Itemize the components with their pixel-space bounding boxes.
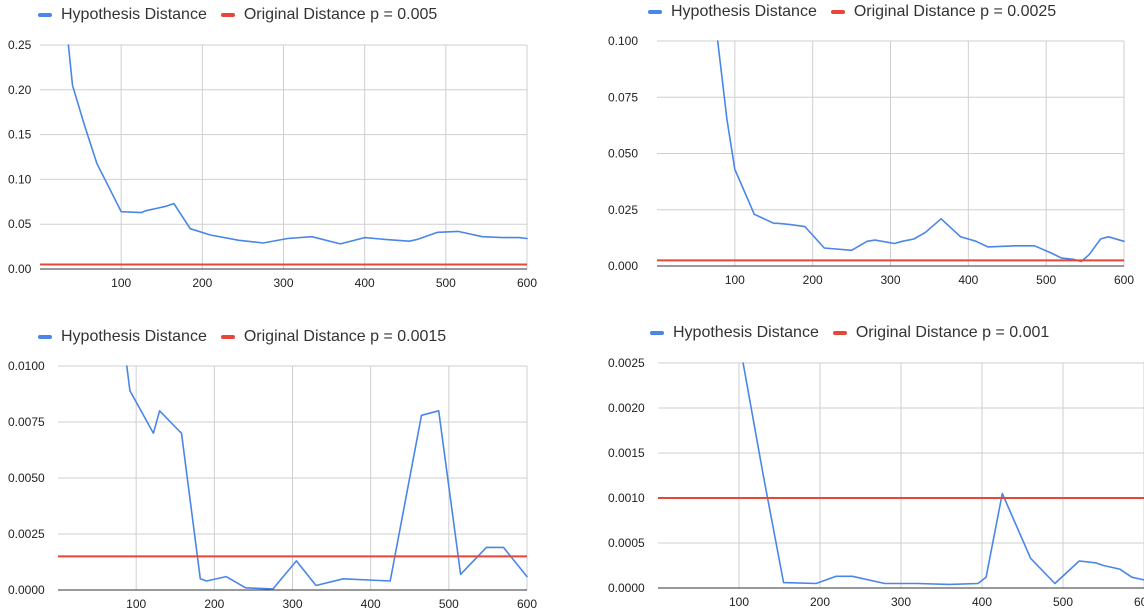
chart-1: Hypothesis Distance Original Distance p … [0, 0, 560, 300]
x-tick-label: 300 [891, 595, 911, 609]
x-tick-label: 200 [810, 595, 830, 609]
legend-item-hypothesis: Hypothesis Distance [38, 328, 207, 346]
x-tick-label: 100 [729, 595, 749, 609]
y-tick-label: 0.0000 [8, 583, 45, 597]
y-tick-label: 0.0025 [608, 356, 645, 370]
chart-2-plot: 100 200 300 400 500 600 0.000 0.025 0.050 0.075 0.… [608, 34, 1134, 287]
chart-1-plot: 100 200 300 400 500 600 0.00 0.05 0.10 0.15 0.20 0.… [8, 38, 537, 290]
x-tick-label: 400 [355, 276, 375, 290]
hypothesis-distance-line [716, 40, 1125, 263]
chart-1-legend: Hypothesis Distance Original Distance p … [38, 6, 451, 24]
legend-swatch-hypothesis [38, 335, 52, 339]
y-tick-label: 0.15 [8, 128, 32, 142]
x-tick-label: 100 [126, 597, 146, 611]
legend-item-original: Original Distance p = 0.001 [832, 324, 1050, 342]
legend-swatch-hypothesis [650, 331, 664, 335]
legend-item-hypothesis: Hypothesis Distance [38, 6, 207, 24]
y-tick-label: 0.25 [8, 38, 32, 52]
y-tick-label: 0.0010 [608, 491, 645, 505]
chart-4-plot: 100 200 300 400 500 600 0.0000 0.0005 0.0010 0.00… [608, 356, 1144, 609]
legend-label-original: Original Distance p = 0.005 [243, 6, 438, 23]
legend-item-hypothesis: Hypothesis Distance [650, 324, 819, 342]
legend-label-hypothesis: Hypothesis Distance [671, 3, 817, 20]
y-tick-label: 0.100 [608, 34, 638, 48]
legend-item-hypothesis: Hypothesis Distance [648, 3, 817, 21]
x-tick-label: 300 [282, 597, 302, 611]
x-tick-label: 400 [972, 595, 992, 609]
legend-label-hypothesis: Hypothesis Distance [61, 6, 207, 23]
y-tick-label: 0.0075 [8, 415, 45, 429]
y-tick-label: 0.0100 [8, 359, 45, 373]
x-tick-label: 300 [273, 276, 293, 290]
x-tick-label: 500 [436, 276, 456, 290]
legend-swatch-hypothesis [38, 13, 52, 17]
legend-item-original: Original Distance p = 0.0025 [830, 3, 1057, 21]
y-tick-label: 0.0020 [608, 401, 645, 415]
y-tick-label: 0.0025 [8, 527, 45, 541]
x-tick-label: 200 [192, 276, 212, 290]
x-tick-label: 600 [1134, 595, 1144, 609]
y-tick-label: 0.025 [608, 203, 638, 217]
x-tick-label: 500 [439, 597, 459, 611]
x-tick-label: 600 [517, 597, 537, 611]
chart-4-legend: Hypothesis Distance Original Distance p … [650, 324, 1063, 342]
y-tick-label: 0.0005 [608, 536, 645, 550]
x-tick-label: 600 [517, 276, 537, 290]
y-tick-label: 0.075 [608, 90, 638, 104]
x-tick-label: 100 [111, 276, 131, 290]
x-tick-label: 200 [204, 597, 224, 611]
hypothesis-distance-line [742, 362, 1144, 586]
x-tick-label: 100 [725, 273, 745, 287]
y-tick-label: 0.05 [8, 217, 32, 231]
chart-2-legend: Hypothesis Distance Original Distance p … [648, 3, 1070, 21]
chart-2: Hypothesis Distance Original Distance p … [600, 0, 1144, 300]
x-tick-label: 300 [880, 273, 900, 287]
legend-swatch-original [220, 335, 235, 339]
y-tick-label: 0.10 [8, 172, 32, 186]
legend-label-original: Original Distance p = 0.0025 [853, 3, 1057, 20]
hypothesis-distance-line [126, 365, 528, 590]
y-tick-label: 0.0015 [608, 446, 645, 460]
y-tick-label: 0.20 [8, 83, 32, 97]
chart-3-plot: 100 200 300 400 500 600 0.0000 0.0025 0.0050 0.00… [8, 359, 537, 611]
y-tick-label: 0.0050 [8, 471, 45, 485]
x-tick-label: 200 [803, 273, 823, 287]
legend-label-hypothesis: Hypothesis Distance [673, 324, 819, 341]
legend-swatch-hypothesis [648, 10, 662, 14]
legend-swatch-original [220, 13, 235, 17]
y-tick-label: 0.00 [8, 262, 32, 276]
chart-3: Hypothesis Distance Original Distance p … [0, 318, 560, 614]
legend-label-hypothesis: Hypothesis Distance [61, 328, 207, 345]
x-tick-label: 500 [1036, 273, 1056, 287]
x-tick-label: 500 [1053, 595, 1073, 609]
hypothesis-distance-line [67, 44, 528, 245]
legend-label-original: Original Distance p = 0.0015 [243, 328, 447, 345]
legend-swatch-original [830, 10, 845, 14]
chart-4: Hypothesis Distance Original Distance p … [600, 318, 1144, 614]
chart-3-legend: Hypothesis Distance Original Distance p … [38, 328, 460, 346]
legend-swatch-original [832, 331, 847, 335]
y-tick-label: 0.050 [608, 147, 638, 161]
legend-item-original: Original Distance p = 0.0015 [220, 328, 447, 346]
legend-label-original: Original Distance p = 0.001 [855, 324, 1050, 341]
y-tick-label: 0.0000 [608, 581, 645, 595]
legend-item-original: Original Distance p = 0.005 [220, 6, 438, 24]
y-tick-label: 0.000 [608, 259, 638, 273]
x-tick-label: 600 [1114, 273, 1134, 287]
x-tick-label: 400 [361, 597, 381, 611]
x-tick-label: 400 [958, 273, 978, 287]
